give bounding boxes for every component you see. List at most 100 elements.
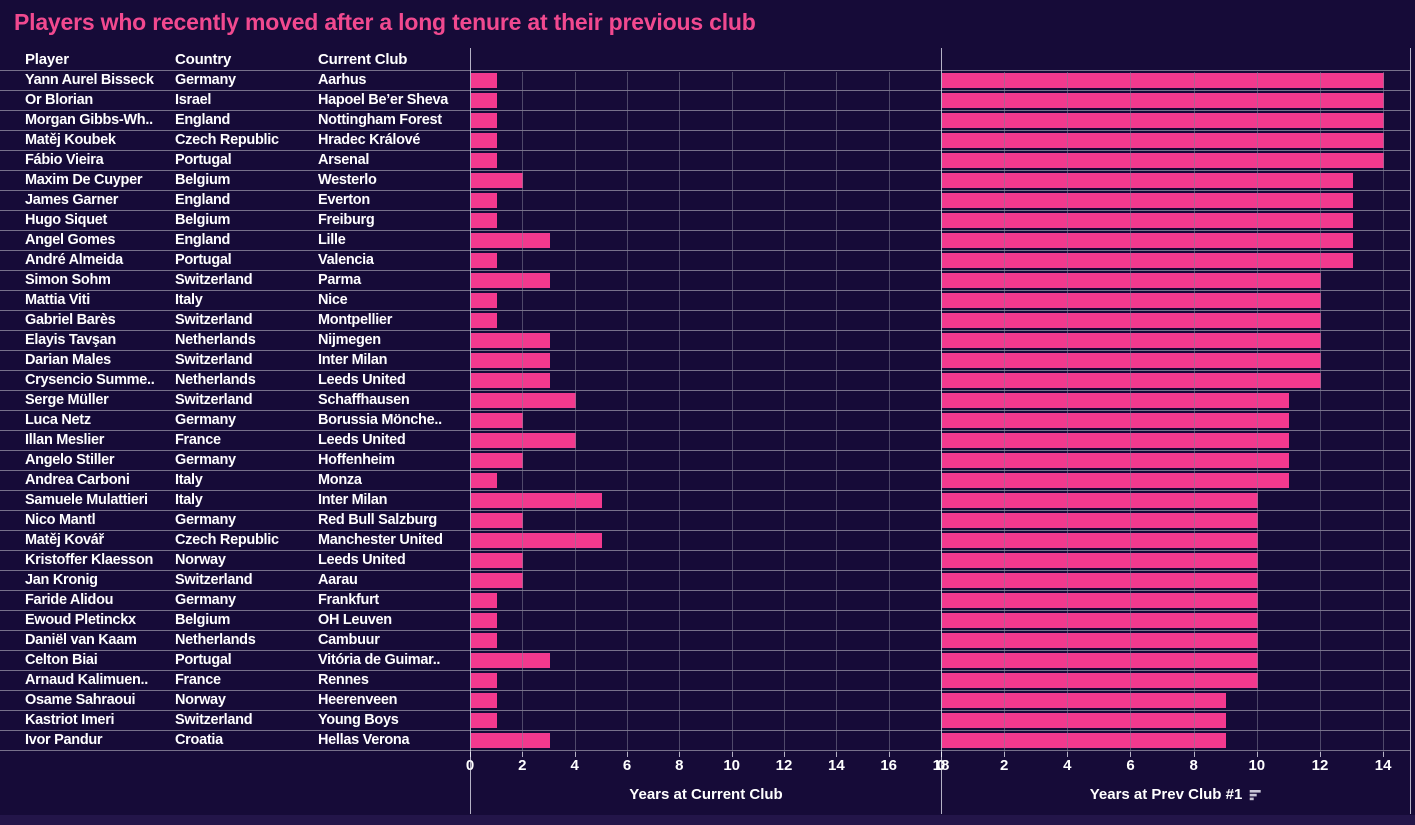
prev-club-bar[interactable]: [942, 93, 1385, 108]
current-club-bar[interactable]: [471, 273, 550, 288]
axis-tick-mark: [1130, 752, 1132, 757]
prev-club-bar[interactable]: [942, 313, 1321, 328]
table-row: Kristoffer Klaesson Norway Leeds United: [0, 551, 1410, 571]
current-club-cell: Borussia Mönche..: [318, 412, 442, 428]
prev-club-bar[interactable]: [942, 273, 1321, 288]
current-club-bar[interactable]: [471, 253, 498, 268]
current-club-bar[interactable]: [471, 513, 524, 528]
current-club-bar[interactable]: [471, 233, 550, 248]
current-club-bar[interactable]: [471, 713, 498, 728]
current-club-bar[interactable]: [471, 673, 498, 688]
current-club-bar[interactable]: [471, 293, 498, 308]
current-club-bar[interactable]: [471, 173, 524, 188]
prev-club-bar[interactable]: [942, 433, 1290, 448]
axis-tick-label: 4: [570, 757, 579, 774]
prev-club-bar[interactable]: [942, 233, 1353, 248]
player-name-cell: Jan Kronig: [25, 572, 98, 588]
prev-club-bar[interactable]: [942, 533, 1258, 548]
prev-club-bar[interactable]: [942, 193, 1353, 208]
gridline: [731, 72, 733, 752]
player-table-rows: Yann Aurel Bisseck Germany Aarhus Or Bloria…: [0, 71, 1415, 751]
current-club-bar[interactable]: [471, 613, 498, 628]
prev-club-bar[interactable]: [942, 733, 1227, 748]
player-name-cell: Crysencio Summe..: [25, 372, 155, 388]
prev-club-bar[interactable]: [942, 593, 1258, 608]
country-cell: Netherlands: [175, 372, 256, 388]
table-row: Maxim De Cuyper Belgium Westerlo: [0, 171, 1410, 191]
table-row: Matěj Koubek Czech Republic Hradec Králové: [0, 131, 1410, 151]
current-club-bar[interactable]: [471, 313, 498, 328]
current-club-bar[interactable]: [471, 633, 498, 648]
prev-club-bar[interactable]: [942, 293, 1321, 308]
prev-club-bar[interactable]: [942, 653, 1258, 668]
current-club-bar[interactable]: [471, 93, 498, 108]
current-club-cell: Young Boys: [318, 712, 399, 728]
current-club-bar[interactable]: [471, 193, 498, 208]
country-cell: Germany: [175, 592, 236, 608]
current-club-bar[interactable]: [471, 493, 602, 508]
prev-club-bar[interactable]: [942, 153, 1385, 168]
prev-club-bar[interactable]: [942, 453, 1290, 468]
player-name-cell: Samuele Mulattieri: [25, 492, 148, 508]
player-name-cell: Mattia Viti: [25, 292, 90, 308]
prev-club-bar[interactable]: [942, 213, 1353, 228]
country-cell: England: [175, 232, 231, 248]
current-club-bar[interactable]: [471, 73, 498, 88]
current-club-bar[interactable]: [471, 453, 524, 468]
current-club-bar[interactable]: [471, 113, 498, 128]
country-cell: France: [175, 432, 221, 448]
country-cell: Portugal: [175, 252, 232, 268]
country-cell: Switzerland: [175, 272, 253, 288]
prev-club-bar[interactable]: [942, 333, 1321, 348]
current-club-bar[interactable]: [471, 333, 550, 348]
current-club-bar[interactable]: [471, 573, 524, 588]
current-club-cell: Arsenal: [318, 152, 370, 168]
current-club-bar[interactable]: [471, 133, 498, 148]
current-club-bar[interactable]: [471, 553, 524, 568]
player-name-cell: Ivor Pandur: [25, 732, 103, 748]
prev-club-bar[interactable]: [942, 253, 1353, 268]
prev-club-bar[interactable]: [942, 673, 1258, 688]
prev-club-bar[interactable]: [942, 713, 1227, 728]
axis-tick-label: 12: [775, 757, 793, 774]
prev-club-bar[interactable]: [942, 693, 1227, 708]
player-name-cell: Serge Müller: [25, 392, 109, 408]
axis-tick-mark: [1193, 752, 1195, 757]
sort-descending-icon[interactable]: [1248, 789, 1262, 801]
current-club-bar[interactable]: [471, 213, 498, 228]
current-club-cell: Cambuur: [318, 632, 380, 648]
prev-club-bar[interactable]: [942, 613, 1258, 628]
prev-club-bar[interactable]: [942, 353, 1321, 368]
prev-club-bar[interactable]: [942, 553, 1258, 568]
current-club-bar[interactable]: [471, 153, 498, 168]
prev-club-bar[interactable]: [942, 393, 1290, 408]
table-row: Crysencio Summe.. Netherlands Leeds United: [0, 371, 1410, 391]
current-club-bar[interactable]: [471, 653, 550, 668]
table-row: Matěj Kovář Czech Republic Manchester Unit…: [0, 531, 1410, 551]
prev-club-bar[interactable]: [942, 513, 1258, 528]
prev-club-bar[interactable]: [942, 173, 1353, 188]
current-club-bar[interactable]: [471, 593, 498, 608]
current-club-bar[interactable]: [471, 693, 498, 708]
current-club-bar[interactable]: [471, 373, 550, 388]
prev-club-bar[interactable]: [942, 113, 1385, 128]
prev-club-bar[interactable]: [942, 413, 1290, 428]
current-club-bar[interactable]: [471, 533, 602, 548]
current-club-bar[interactable]: [471, 393, 576, 408]
prev-club-bar[interactable]: [942, 573, 1258, 588]
prev-club-bar[interactable]: [942, 373, 1321, 388]
prev-club-bar[interactable]: [942, 473, 1290, 488]
table-row: Angelo Stiller Germany Hoffenheim: [0, 451, 1410, 471]
current-club-bar[interactable]: [471, 733, 550, 748]
axis-tick-label: 2: [999, 757, 1009, 774]
gridline: [1193, 72, 1195, 752]
prev-club-bar[interactable]: [942, 133, 1385, 148]
prev-club-bar[interactable]: [942, 73, 1385, 88]
prev-club-bar[interactable]: [942, 493, 1258, 508]
current-club-bar[interactable]: [471, 413, 524, 428]
current-club-bar[interactable]: [471, 433, 576, 448]
current-club-bar[interactable]: [471, 473, 498, 488]
current-club-bar[interactable]: [471, 353, 550, 368]
axis-tick-mark: [1319, 752, 1321, 757]
prev-club-bar[interactable]: [942, 633, 1258, 648]
